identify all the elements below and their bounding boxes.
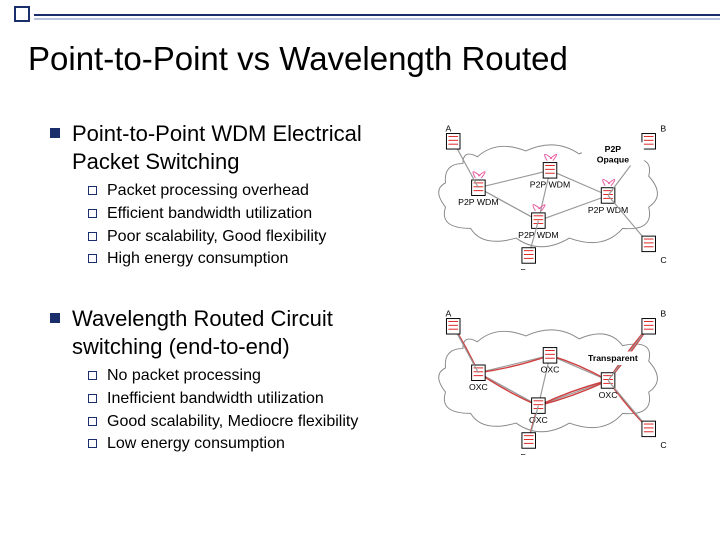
svg-text:C: C <box>660 255 666 265</box>
bullet-level2: High energy consumption <box>88 249 410 270</box>
open-square-bullet-icon <box>88 371 97 380</box>
sub-item: High energy consumption <box>107 249 288 270</box>
svg-text:P2P WDM: P2P WDM <box>530 180 570 190</box>
slide-title: Point-to-Point vs Wavelength Routed <box>28 40 700 78</box>
svg-text:Transparent: Transparent <box>588 353 638 363</box>
sub-item: No packet processing <box>107 366 261 387</box>
sub-item: Inefficient bandwidth utilization <box>107 389 324 410</box>
square-bullet-icon <box>50 128 60 138</box>
bullet-level2: Packet processing overhead <box>88 181 410 202</box>
bullet-level2: Inefficient bandwidth utilization <box>88 389 410 410</box>
sub-item: Packet processing overhead <box>107 181 309 202</box>
svg-text:OXC: OXC <box>529 415 548 425</box>
svg-text:C: C <box>660 440 666 450</box>
svg-text:P2P: P2P <box>605 144 622 154</box>
figure-p2p-opaque: P2P WDM P2P WDM P2P WDM P2P WDM A B C D P2POpaqu… <box>420 120 680 270</box>
open-square-bullet-icon <box>88 254 97 263</box>
deco-line-light <box>34 18 720 20</box>
section-heading: Point-to-Point WDM Electrical Packet Swi… <box>72 120 410 175</box>
deco-square <box>14 6 30 22</box>
bullet-level1: Point-to-Point WDM Electrical Packet Swi… <box>50 120 410 175</box>
svg-text:B: B <box>660 124 666 134</box>
bullet-level2: Efficient bandwidth utilization <box>88 204 410 225</box>
svg-text:Opaque: Opaque <box>597 155 630 165</box>
bullet-level2: No packet processing <box>88 366 410 387</box>
section-text: Point-to-Point WDM Electrical Packet Swi… <box>50 120 410 272</box>
svg-text:D: D <box>520 267 526 270</box>
sub-bullet-list: No packet processing Inefficient bandwid… <box>88 366 410 455</box>
open-square-bullet-icon <box>88 417 97 426</box>
svg-text:OXC: OXC <box>599 390 618 400</box>
bullet-level2: Low energy consumption <box>88 434 410 455</box>
bullet-level2: Good scalability, Mediocre flexibility <box>88 412 410 433</box>
deco-line-dark <box>34 14 720 16</box>
section-wavelength-routed: Wavelength Routed Circuit switching (end… <box>50 305 700 460</box>
open-square-bullet-icon <box>88 394 97 403</box>
bullet-level2: Poor scalability, Good flexibility <box>88 227 410 248</box>
open-square-bullet-icon <box>88 186 97 195</box>
section-p2p: Point-to-Point WDM Electrical Packet Swi… <box>50 120 700 275</box>
svg-text:P2P WDM: P2P WDM <box>458 197 498 207</box>
figure-column: P2P WDM P2P WDM P2P WDM P2P WDM A B C D P2POpaqu… <box>410 120 700 275</box>
sub-item: Low energy consumption <box>107 434 285 455</box>
open-square-bullet-icon <box>88 209 97 218</box>
content-area: Point-to-Point WDM Electrical Packet Swi… <box>50 120 700 520</box>
sub-item: Efficient bandwidth utilization <box>107 204 312 225</box>
svg-text:A: A <box>445 124 451 134</box>
section-text: Wavelength Routed Circuit switching (end… <box>50 305 410 457</box>
square-bullet-icon <box>50 313 60 323</box>
svg-text:P2P WDM: P2P WDM <box>518 230 558 240</box>
section-heading: Wavelength Routed Circuit switching (end… <box>72 305 410 360</box>
svg-text:D: D <box>520 452 526 455</box>
open-square-bullet-icon <box>88 439 97 448</box>
sub-item: Poor scalability, Good flexibility <box>107 227 326 248</box>
figure-transparent: OXC OXC OXC OXC A B C D Transparent <box>420 305 680 455</box>
svg-text:B: B <box>660 309 666 319</box>
slide-decoration <box>0 0 720 28</box>
svg-text:A: A <box>445 309 451 319</box>
svg-text:OXC: OXC <box>469 382 488 392</box>
svg-text:P2P WDM: P2P WDM <box>588 205 628 215</box>
sub-item: Good scalability, Mediocre flexibility <box>107 412 358 433</box>
sub-bullet-list: Packet processing overhead Efficient ban… <box>88 181 410 270</box>
svg-text:OXC: OXC <box>541 365 560 375</box>
bullet-level1: Wavelength Routed Circuit switching (end… <box>50 305 410 360</box>
open-square-bullet-icon <box>88 232 97 241</box>
figure-column: OXC OXC OXC OXC A B C D Transparent <box>410 305 700 460</box>
